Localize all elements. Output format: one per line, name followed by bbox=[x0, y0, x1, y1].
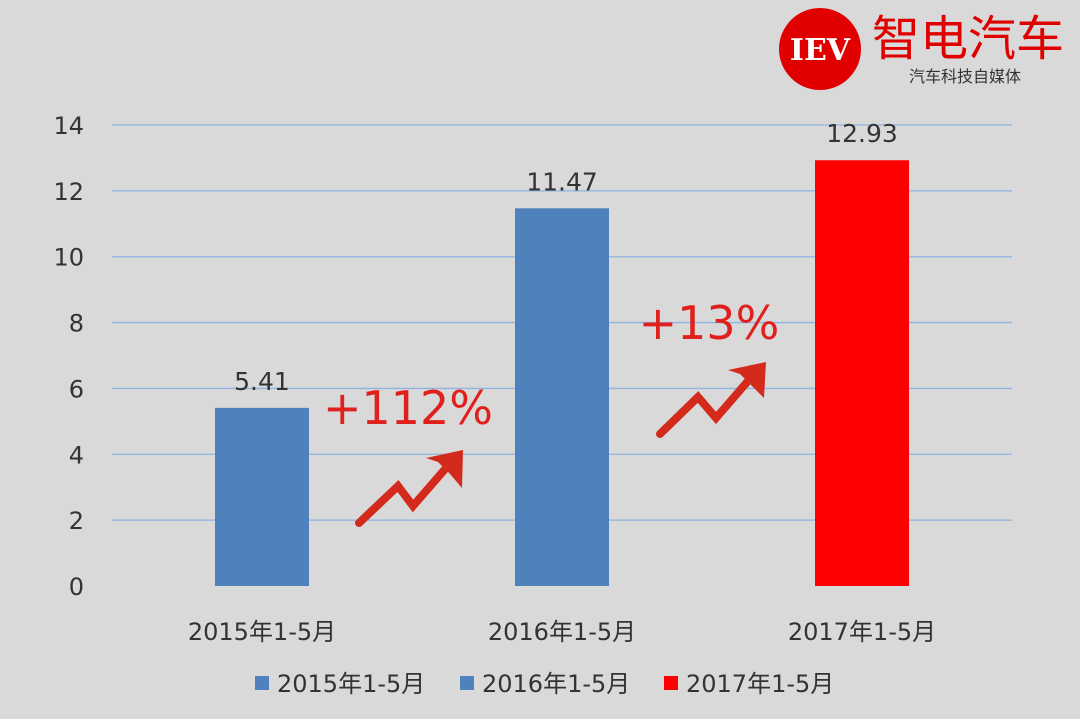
data-label: 5.41 bbox=[234, 367, 290, 396]
iev-badge-icon bbox=[779, 8, 861, 90]
brand-tagline: 汽车科技自媒体 bbox=[909, 67, 1021, 86]
data-label: 11.47 bbox=[526, 167, 598, 196]
arrow-head bbox=[426, 450, 463, 488]
legend-label: 2016年1-5月 bbox=[482, 670, 630, 698]
bar bbox=[515, 208, 609, 587]
growth-arrow-2-icon bbox=[656, 362, 766, 438]
x-tick-label: 2016年1-5月 bbox=[488, 618, 636, 646]
value-labels: 5.41 11.47 12.93 bbox=[234, 119, 898, 396]
legend-item: 2017年1-5月 bbox=[664, 670, 834, 698]
y-tick-label: 6 bbox=[69, 375, 84, 403]
bar bbox=[215, 407, 309, 586]
growth-annotation-1: +112% bbox=[323, 381, 493, 435]
y-tick-label: 2 bbox=[69, 507, 84, 535]
y-tick-label: 8 bbox=[69, 310, 84, 338]
brand-name: 智电汽车 bbox=[872, 11, 1064, 67]
y-tick-label: 14 bbox=[53, 112, 84, 140]
data-label: 12.93 bbox=[826, 119, 898, 148]
legend-swatch bbox=[664, 676, 678, 690]
legend: 2015年1-5月 2016年1-5月 2017年1-5月 bbox=[255, 670, 834, 698]
legend-swatch bbox=[460, 676, 474, 690]
legend-label: 2015年1-5月 bbox=[277, 670, 425, 698]
y-tick-label: 4 bbox=[69, 441, 84, 469]
legend-item: 2015年1-5月 bbox=[255, 670, 425, 698]
arrow-shaft bbox=[355, 464, 450, 527]
legend-label: 2017年1-5月 bbox=[686, 670, 834, 698]
y-tick-label: 0 bbox=[69, 573, 84, 601]
x-tick-label: 2017年1-5月 bbox=[788, 618, 936, 646]
legend-swatch bbox=[255, 676, 269, 690]
x-tick-label: 2015年1-5月 bbox=[188, 618, 336, 646]
arrow-head bbox=[728, 362, 766, 398]
bars bbox=[215, 160, 909, 587]
brand-logo: IEV 智电汽车 汽车科技自媒体 bbox=[779, 8, 1064, 90]
x-axis-ticks: 2015年1-5月 2016年1-5月 2017年1-5月 bbox=[188, 618, 936, 646]
y-tick-label: 12 bbox=[53, 178, 84, 206]
legend-item: 2016年1-5月 bbox=[460, 670, 630, 698]
growth-annotation-2: +13% bbox=[639, 296, 780, 350]
badge-text: IEV bbox=[790, 33, 851, 68]
bar bbox=[815, 160, 909, 586]
y-tick-label: 10 bbox=[53, 244, 84, 272]
y-axis-ticks: 0 2 4 6 8 10 12 14 bbox=[53, 112, 84, 601]
growth-arrow-1-icon bbox=[355, 450, 463, 527]
arrow-shaft bbox=[656, 377, 752, 438]
